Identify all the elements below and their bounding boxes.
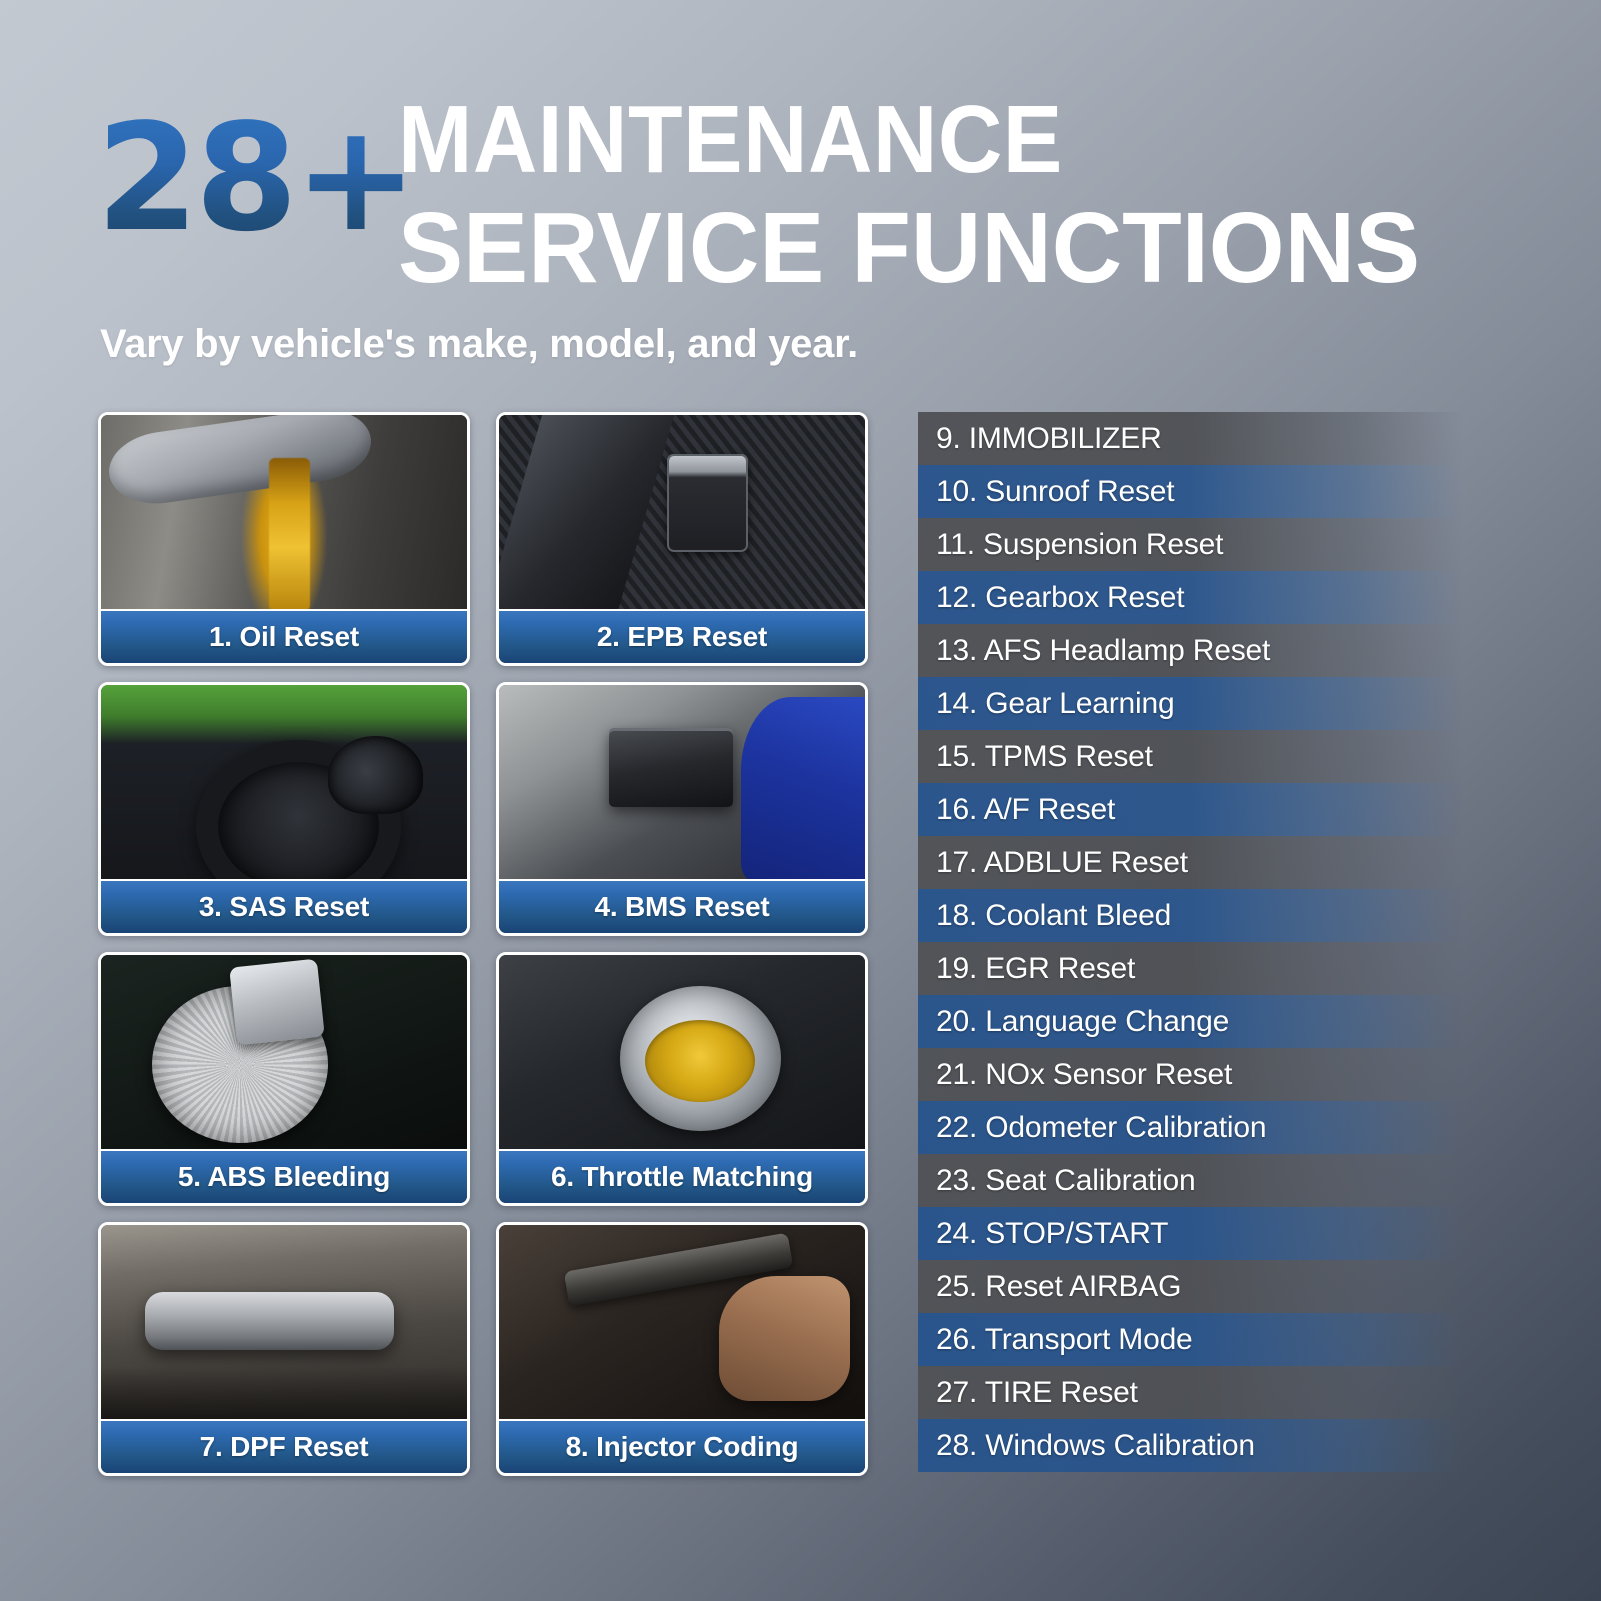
- service-card[interactable]: 7. DPF Reset: [98, 1222, 470, 1476]
- function-list-item-background: [918, 1260, 1463, 1313]
- function-list-item-background: [918, 571, 1463, 624]
- function-list-item-label: 17. ADBLUE Reset: [936, 845, 1188, 879]
- engine-oil-pour-photo: [101, 415, 467, 611]
- function-list-item[interactable]: 10. Sunroof Reset: [898, 465, 1498, 518]
- service-card-grid: 1. Oil Reset 2. EPB Reset 3. SAS Reset 4…: [98, 412, 868, 1476]
- service-card[interactable]: 6. Throttle Matching: [496, 952, 868, 1206]
- service-card[interactable]: 3. SAS Reset: [98, 682, 470, 936]
- service-card[interactable]: 5. ABS Bleeding: [98, 952, 470, 1206]
- function-list-item-background: [918, 1101, 1463, 1154]
- function-list-item-background: [918, 677, 1463, 730]
- function-list-item-label: 11. Suspension Reset: [936, 527, 1224, 561]
- steering-wheel-dashboard-photo: [101, 685, 467, 881]
- function-list-item-label: 18. Coolant Bleed: [936, 898, 1172, 932]
- function-list-item-label: 23. Seat Calibration: [936, 1163, 1196, 1197]
- function-list-item-label: 24. STOP/START: [936, 1216, 1169, 1250]
- function-list-item-background: [918, 518, 1463, 571]
- function-list-item-background: [918, 836, 1463, 889]
- function-list-item[interactable]: 25. Reset AIRBAG: [898, 1260, 1498, 1313]
- function-list-item[interactable]: 27. TIRE Reset: [898, 1366, 1498, 1419]
- function-list-item[interactable]: 22. Odometer Calibration: [898, 1101, 1498, 1154]
- card-caption: 6. Throttle Matching: [499, 1149, 865, 1203]
- service-card[interactable]: 1. Oil Reset: [98, 412, 470, 666]
- function-list-item-label: 28. Windows Calibration: [936, 1428, 1255, 1462]
- function-list-item[interactable]: 11. Suspension Reset: [898, 518, 1498, 571]
- function-list-item[interactable]: 15. TPMS Reset: [898, 730, 1498, 783]
- function-list-item-background: [918, 1313, 1463, 1366]
- function-list-item-label: 12. Gearbox Reset: [936, 580, 1185, 614]
- exhaust-dpf-underbody-photo: [101, 1225, 467, 1421]
- function-list-item[interactable]: 13. AFS Headlamp Reset: [898, 624, 1498, 677]
- function-list-item-background: [918, 889, 1463, 942]
- function-list-item-background: [918, 1154, 1463, 1207]
- card-caption: 3. SAS Reset: [101, 879, 467, 933]
- function-list: 9. IMMOBILIZER 10. Sunroof Reset 11. Suspe…: [898, 412, 1498, 1472]
- function-list-item-background: [918, 412, 1463, 465]
- service-card[interactable]: 2. EPB Reset: [496, 412, 868, 666]
- function-list-item-background: [918, 465, 1463, 518]
- count-badge: 28+: [96, 92, 418, 264]
- function-list-item[interactable]: 14. Gear Learning: [898, 677, 1498, 730]
- function-list-item-label: 9. IMMOBILIZER: [936, 421, 1162, 455]
- function-list-item[interactable]: 18. Coolant Bleed: [898, 889, 1498, 942]
- function-list-item-label: 19. EGR Reset: [936, 951, 1136, 985]
- function-list-item[interactable]: 16. A/F Reset: [898, 783, 1498, 836]
- function-list-item-background: [918, 624, 1463, 677]
- function-list-item[interactable]: 20. Language Change: [898, 995, 1498, 1048]
- function-list-item[interactable]: 26. Transport Mode: [898, 1313, 1498, 1366]
- function-list-item-background: [918, 1366, 1463, 1419]
- service-card[interactable]: 4. BMS Reset: [496, 682, 868, 936]
- electronic-parking-brake-button-photo: [499, 415, 865, 611]
- function-list-item-label: 21. NOx Sensor Reset: [936, 1057, 1233, 1091]
- throttle-body-photo: [499, 955, 865, 1151]
- function-list-item-background: [918, 730, 1463, 783]
- function-list-item[interactable]: 23. Seat Calibration: [898, 1154, 1498, 1207]
- title-line-1: MAINTENANCE: [398, 86, 1063, 193]
- card-caption: 2. EPB Reset: [499, 609, 865, 663]
- card-caption: 5. ABS Bleeding: [101, 1149, 467, 1203]
- function-list-item-background: [918, 1207, 1463, 1260]
- function-list-item-background: [918, 995, 1463, 1048]
- function-list-item-label: 22. Odometer Calibration: [936, 1110, 1267, 1144]
- function-list-item[interactable]: 12. Gearbox Reset: [898, 571, 1498, 624]
- function-list-item-background: [918, 783, 1463, 836]
- function-list-item-label: 25. Reset AIRBAG: [936, 1269, 1182, 1303]
- function-list-item-label: 16. A/F Reset: [936, 792, 1116, 826]
- function-list-item-label: 13. AFS Headlamp Reset: [936, 633, 1271, 667]
- fuel-injector-service-photo: [499, 1225, 865, 1421]
- function-list-item[interactable]: 21. NOx Sensor Reset: [898, 1048, 1498, 1101]
- function-list-item[interactable]: 28. Windows Calibration: [898, 1419, 1498, 1472]
- function-list-item-label: 14. Gear Learning: [936, 686, 1175, 720]
- card-caption: 7. DPF Reset: [101, 1419, 467, 1473]
- function-list-item-background: [918, 1048, 1463, 1101]
- subtitle: Vary by vehicle's make, model, and year.: [100, 322, 858, 366]
- function-list-item-label: 26. Transport Mode: [936, 1322, 1193, 1356]
- function-list-item-label: 10. Sunroof Reset: [936, 474, 1175, 508]
- function-list-item[interactable]: 9. IMMOBILIZER: [898, 412, 1498, 465]
- card-caption: 4. BMS Reset: [499, 879, 865, 933]
- card-caption: 1. Oil Reset: [101, 609, 467, 663]
- function-list-item-label: 27. TIRE Reset: [936, 1375, 1138, 1409]
- function-list-item[interactable]: 24. STOP/START: [898, 1207, 1498, 1260]
- function-list-item-label: 20. Language Change: [936, 1004, 1230, 1038]
- function-list-item[interactable]: 19. EGR Reset: [898, 942, 1498, 995]
- title-line-2: SERVICE FUNCTIONS: [398, 192, 1421, 304]
- function-list-item-background: [918, 1419, 1463, 1472]
- brake-disc-caliper-photo: [101, 955, 467, 1151]
- card-caption: 8. Injector Coding: [499, 1419, 865, 1473]
- header: 28+ MAINTENANCE SERVICE FUNCTIONS Vary b…: [0, 0, 1601, 400]
- car-battery-replacement-photo: [499, 685, 865, 881]
- page-title: MAINTENANCE SERVICE FUNCTIONS: [398, 86, 1498, 302]
- function-list-item[interactable]: 17. ADBLUE Reset: [898, 836, 1498, 889]
- service-card[interactable]: 8. Injector Coding: [496, 1222, 868, 1476]
- function-list-item-label: 15. TPMS Reset: [936, 739, 1153, 773]
- function-list-item-background: [918, 942, 1463, 995]
